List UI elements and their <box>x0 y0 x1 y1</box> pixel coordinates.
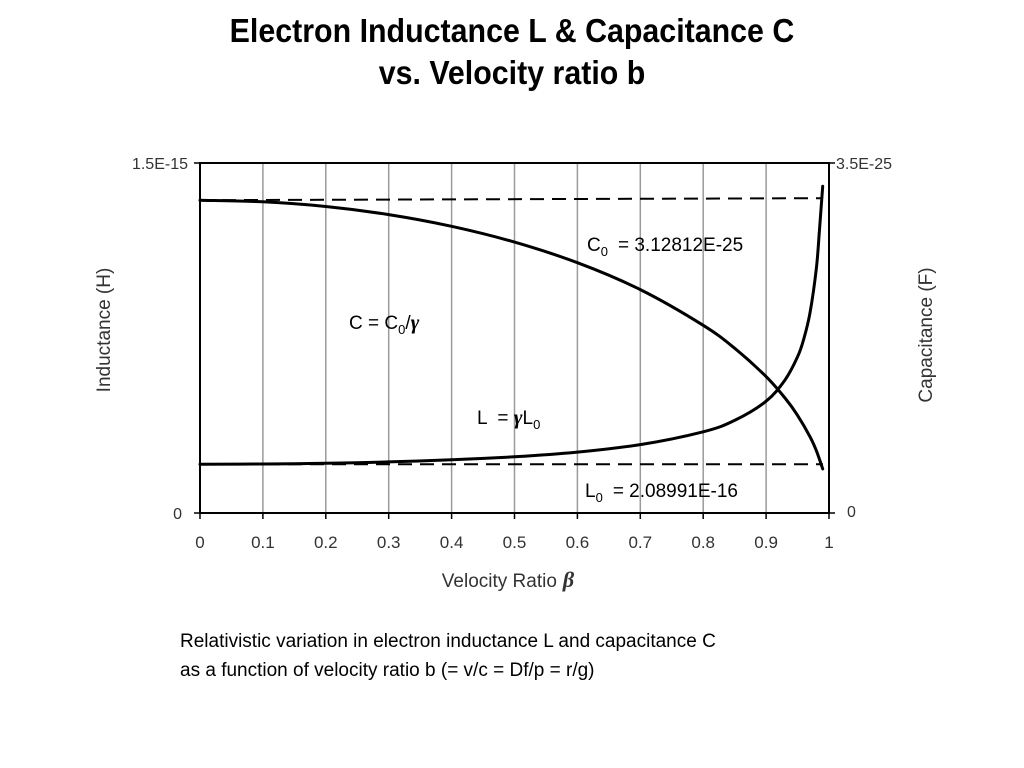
y-right-tick-label-bottom: 0 <box>847 504 856 521</box>
c-formula-sub: 0 <box>398 322 405 337</box>
l-formula-sub: 0 <box>533 417 540 432</box>
grid-layer <box>262 163 767 513</box>
l0-label-sub: 0 <box>596 490 603 505</box>
l-formula-base: L = <box>477 408 514 429</box>
x-axis-label-symbol: β <box>562 567 575 592</box>
x-tick-label-0.1: 0.1 <box>251 533 275 552</box>
y-left-tick-label-top: 1.5E-15 <box>132 156 188 173</box>
c0-reference-label: C0 = 3.12812E-25 <box>587 235 743 259</box>
y-axis-label-left: Inductance (H) <box>94 268 115 393</box>
c0-label-sub: 0 <box>601 244 608 259</box>
c-formula-base: C = C <box>349 313 398 334</box>
x-tick-label-0.9: 0.9 <box>754 533 778 552</box>
series-C-line <box>198 198 825 471</box>
slide-title-line2: vs. Velocity ratio b <box>378 54 646 91</box>
y-left-tick-label-bottom: 0 <box>173 506 182 523</box>
x-axis-label: Velocity Ratio β <box>442 567 575 592</box>
c-series-formula: C = C0/γ <box>349 310 420 337</box>
l-formula-mid: L <box>523 408 534 429</box>
x-tick-label-0.3: 0.3 <box>377 533 401 552</box>
series-L-line <box>198 184 825 466</box>
y-axis-label-right: Capacitance (F) <box>916 267 937 402</box>
x-axis-label-text: Velocity Ratio <box>442 571 557 592</box>
c0-label-letter: C <box>587 235 601 256</box>
c-formula-gamma: γ <box>411 310 420 334</box>
x-tick-label-0.8: 0.8 <box>691 533 715 552</box>
series-layer <box>198 184 825 471</box>
l0-label-letter: L <box>585 481 596 502</box>
reference-lines <box>199 197 824 466</box>
caption-line2: as a function of velocity ratio b (= v/c… <box>180 660 595 681</box>
y-right-tick-label-top: 3.5E-25 <box>836 156 892 173</box>
l-series-formula: L = γL0 <box>477 405 540 432</box>
x-tick-label-0.5: 0.5 <box>503 533 527 552</box>
caption-line1: Relativistic variation in electron induc… <box>180 631 716 652</box>
c0-reference-line <box>199 197 824 202</box>
c0-label-value: = 3.12812E-25 <box>618 235 743 256</box>
x-tick-label-0.4: 0.4 <box>440 533 464 552</box>
x-tick-label-0.7: 0.7 <box>628 533 652 552</box>
l0-label-value: = 2.08991E-16 <box>613 481 738 502</box>
c-formula-tail: / <box>405 313 411 334</box>
slide-title: Electron Inductance L & Capacitance C vs… <box>41 10 983 94</box>
l-formula-gamma: γ <box>514 405 523 429</box>
x-tick-label-0: 0 <box>195 533 204 552</box>
x-tick-label-1: 1 <box>824 533 833 552</box>
caption: Relativistic variation in electron induc… <box>180 627 880 685</box>
x-tick-label-0.6: 0.6 <box>566 533 590 552</box>
x-tick-label-0.2: 0.2 <box>314 533 338 552</box>
tick-layer: 0 0.1 0.2 0.3 0.4 0.5 0.6 0.7 0.8 0.9 1 1.5E-15 0 3.5… <box>132 156 892 552</box>
l0-reference-label: L0 = 2.08991E-16 <box>585 481 738 505</box>
slide-title-line1: Electron Inductance L & Capacitance C <box>229 12 795 49</box>
